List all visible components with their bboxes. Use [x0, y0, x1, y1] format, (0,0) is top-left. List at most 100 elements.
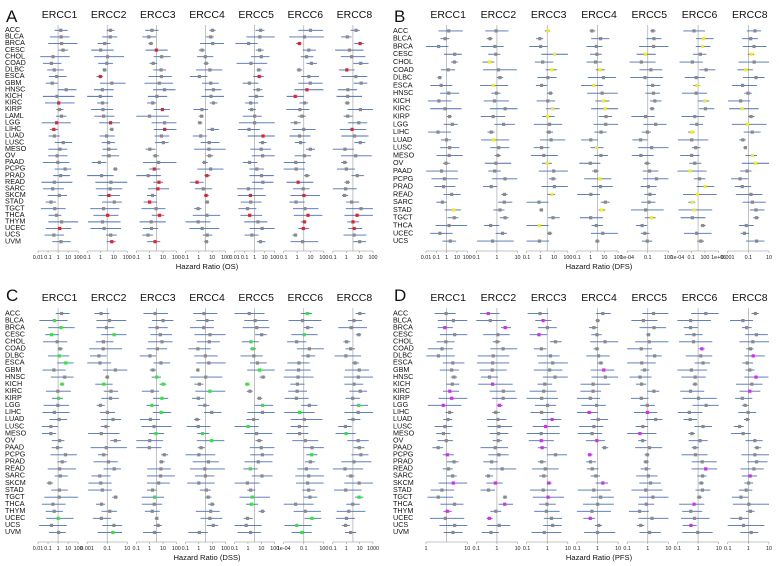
hr-point — [106, 460, 111, 464]
tick-label: 100 — [563, 255, 572, 261]
tick-label: 100 — [614, 255, 623, 261]
cancer-label: THCA — [5, 499, 25, 508]
hr-point — [294, 200, 298, 204]
hr-point — [300, 114, 304, 118]
hr-point — [347, 48, 352, 52]
hr-point — [598, 177, 602, 181]
hr-point — [638, 375, 642, 379]
hr-point — [204, 61, 208, 65]
hr-point — [206, 460, 211, 464]
tick-label: 1000 — [367, 546, 379, 552]
cancer-label: ESCA — [5, 358, 25, 367]
cancer-label: KIRC — [5, 98, 22, 107]
hr-point — [551, 361, 555, 365]
cancer-label: SARC — [5, 184, 25, 193]
hr-point — [594, 474, 598, 478]
hr-point — [200, 226, 204, 231]
hr-point — [205, 318, 209, 323]
tick-label: 100 — [172, 546, 181, 552]
hr-point — [159, 68, 163, 72]
hr-point — [539, 410, 544, 415]
hr-point — [448, 389, 452, 393]
hr-point — [447, 114, 452, 119]
hr-point — [294, 502, 298, 506]
hr-point — [202, 311, 206, 316]
hr-point — [493, 481, 497, 485]
gene-title: ERCC1 — [430, 292, 466, 304]
tick-label: 10 — [615, 546, 621, 552]
hr-point — [645, 410, 650, 415]
tick-label: 0.1 — [133, 546, 141, 552]
hr-point — [205, 233, 209, 237]
tick-label: 10 — [665, 546, 671, 552]
hr-point — [639, 382, 644, 386]
hr-point — [494, 161, 498, 165]
hr-point — [295, 523, 299, 528]
hr-point — [150, 488, 155, 492]
hr-point — [60, 382, 64, 386]
hr-point — [59, 114, 64, 118]
hr-point — [255, 167, 259, 171]
hr-point — [157, 81, 161, 85]
hr-point — [249, 61, 253, 65]
hr-point — [49, 424, 53, 429]
hr-point — [295, 382, 300, 386]
hr-point — [208, 333, 212, 337]
hr-point — [546, 403, 550, 407]
hr-point — [152, 495, 157, 499]
tick-label: 1 — [345, 255, 348, 261]
hr-point — [207, 361, 211, 365]
hr-point — [688, 389, 693, 393]
hr-point — [358, 240, 362, 244]
hr-point — [747, 481, 751, 485]
hr-point — [208, 154, 212, 158]
hr-point — [489, 223, 493, 228]
hr-point — [197, 382, 201, 386]
hr-point — [58, 347, 62, 351]
hr-point — [297, 68, 301, 72]
hr-point — [744, 223, 748, 228]
hr-point — [654, 177, 659, 181]
hr-point — [52, 368, 56, 372]
hr-point — [494, 410, 498, 415]
hr-point — [750, 153, 754, 158]
panel-letter: C — [6, 286, 18, 305]
tick-label: 0.01 — [33, 546, 44, 552]
hr-point — [599, 37, 603, 41]
hr-point — [448, 146, 452, 150]
hr-point — [744, 488, 748, 492]
tick-label: 10 — [65, 546, 71, 552]
hr-point — [741, 138, 745, 142]
tick-label: 1 — [495, 546, 498, 552]
hr-point — [249, 502, 253, 506]
hr-point — [112, 333, 116, 337]
hr-point — [51, 502, 55, 506]
cancer-label: PRAD — [393, 182, 413, 191]
cancer-label: KIRC — [393, 104, 410, 113]
hr-point — [752, 467, 756, 471]
hr-point — [255, 361, 260, 365]
hr-point — [151, 368, 155, 372]
hr-point — [695, 83, 699, 87]
hr-point — [498, 76, 502, 80]
hr-point — [49, 333, 54, 337]
hr-point — [651, 83, 655, 87]
hr-point — [537, 239, 542, 243]
hr-point — [248, 193, 253, 198]
cancer-label: HNSC — [393, 88, 413, 97]
hr-point — [551, 216, 555, 220]
tick-label: 1 — [99, 255, 102, 261]
tick-label: 100 — [270, 255, 279, 261]
tick-label: 1e+06 — [711, 255, 726, 261]
hr-point — [307, 488, 311, 492]
cancer-label: KICH — [393, 379, 410, 388]
hr-point — [493, 169, 497, 173]
hr-point — [639, 60, 643, 64]
hr-point — [307, 403, 311, 407]
hr-point — [55, 340, 59, 344]
hr-point — [450, 192, 454, 196]
hr-point — [595, 439, 599, 443]
hr-point — [99, 48, 103, 52]
hr-point — [450, 368, 454, 372]
